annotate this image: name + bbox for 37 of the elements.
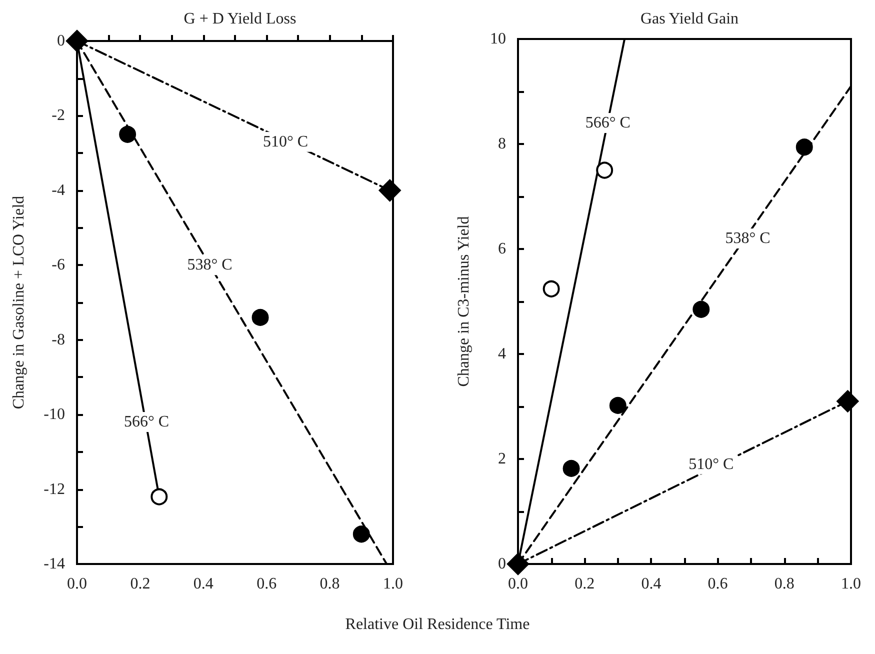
x-tick-label: 0.0 bbox=[67, 576, 87, 592]
x-tick-label: 0.4 bbox=[193, 576, 214, 592]
x-tick-label: 1.0 bbox=[383, 576, 403, 592]
x-axis-title: Relative Oil Residence Time bbox=[344, 616, 531, 634]
x-tick-label: 0.8 bbox=[320, 576, 340, 592]
y-axis-title: Change in C3-minus Yield bbox=[456, 216, 472, 387]
annotation: 510° C bbox=[688, 456, 734, 473]
chart-title: G + D Yield Loss bbox=[184, 10, 296, 28]
x-tick-label: 0.2 bbox=[574, 576, 595, 592]
x-tick-label: 0.8 bbox=[774, 576, 794, 592]
y-tick-label: -14 bbox=[44, 556, 65, 572]
y-tick-label: -10 bbox=[44, 406, 65, 424]
x-tick-label: 0.4 bbox=[641, 576, 662, 592]
y-tick-label: 0 bbox=[57, 32, 65, 50]
x-tick-label: 0.6 bbox=[256, 576, 277, 592]
y-axis-title: Change in Gasoline + LCO Yield bbox=[10, 196, 28, 410]
y-tick-label: 2 bbox=[498, 450, 506, 468]
chart-title: Gas Yield Gain bbox=[640, 10, 739, 28]
y-tick-label: 4 bbox=[498, 346, 506, 362]
annotation: 538° C bbox=[187, 256, 232, 274]
x-tick-label: 1.0 bbox=[841, 576, 861, 592]
annotation: 538° C bbox=[725, 230, 770, 247]
x-tick-label: 0.6 bbox=[708, 576, 728, 592]
y-tick-label: -2 bbox=[52, 107, 65, 124]
y-tick-label: -6 bbox=[52, 256, 65, 274]
y-tick-label: 0 bbox=[498, 556, 506, 572]
y-tick-label: 10 bbox=[490, 30, 506, 48]
y-tick-label: 6 bbox=[498, 240, 506, 258]
y-tick-label: -4 bbox=[52, 182, 65, 199]
annotation: 566° C bbox=[124, 414, 170, 431]
annotation: 566° C bbox=[585, 114, 630, 132]
x-tick-label: 0.0 bbox=[508, 576, 528, 592]
y-tick-label: -12 bbox=[44, 480, 65, 498]
y-tick-label: 8 bbox=[498, 136, 506, 152]
x-tick-label: 0.2 bbox=[130, 576, 150, 592]
annotation: 510° C bbox=[263, 133, 308, 150]
y-tick-label: -8 bbox=[52, 331, 65, 348]
